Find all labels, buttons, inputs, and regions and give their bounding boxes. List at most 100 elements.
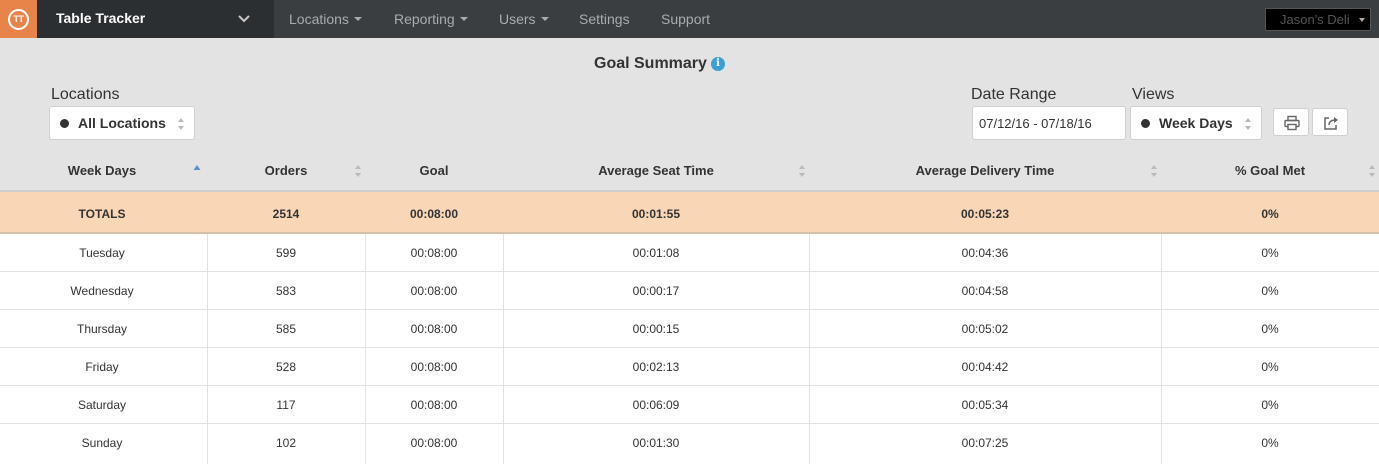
cell-avg-seat-time: 00:06:09	[632, 398, 680, 412]
column-header-orders[interactable]: Orders	[264, 163, 308, 178]
sort-ascending-icon[interactable]	[193, 164, 201, 178]
cell-avg-seat-time: 00:01:08	[632, 246, 680, 260]
nav-locations-label: Locations	[289, 11, 349, 27]
cell-goal-met: 0%	[1261, 284, 1279, 298]
cell-orders: 528	[275, 360, 297, 374]
share-icon	[1324, 117, 1338, 130]
cell-orders: 585	[275, 322, 297, 336]
views-select[interactable]: Week Days	[1130, 106, 1262, 140]
locations-value: All Locations	[78, 115, 166, 131]
cell-goal: 00:08:00	[410, 246, 458, 260]
column-divider	[809, 234, 810, 464]
sort-updown-icon[interactable]	[1368, 164, 1376, 178]
app-switcher[interactable]: Table Tracker	[37, 0, 274, 38]
table-row: Thursday 585 00:08:00 00:00:15 00:05:02 …	[0, 310, 1379, 348]
cell-avg-delivery-time: 00:07:25	[961, 436, 1009, 450]
filter-panel: Goal Summary i Locations All Locations D…	[0, 38, 1379, 192]
cell-goal-met: 0%	[1261, 436, 1279, 450]
caret-down-icon	[459, 17, 468, 22]
sort-updown-icon[interactable]	[798, 164, 806, 178]
locations-select[interactable]: All Locations	[49, 106, 195, 140]
column-divider	[365, 234, 366, 464]
cell-avg-delivery-time: 00:04:36	[961, 246, 1009, 260]
cell-goal: 00:08:00	[410, 360, 458, 374]
account-dropdown[interactable]: Jason's Deli	[1265, 8, 1371, 31]
print-button[interactable]	[1273, 108, 1309, 136]
nav-users-label: Users	[499, 11, 536, 27]
logo-icon: TT	[8, 9, 29, 30]
cell-orders: 102	[275, 436, 297, 450]
export-button[interactable]	[1312, 108, 1348, 136]
views-label: Views	[1132, 86, 1175, 103]
sort-updown-icon	[1245, 118, 1251, 130]
cell-week-day: Saturday	[77, 398, 127, 412]
date-range-value: 07/12/16 - 07/18/16	[979, 116, 1092, 131]
cell-orders: 117	[276, 398, 296, 412]
nav-users[interactable]: Users	[499, 11, 549, 27]
column-divider	[503, 234, 504, 464]
column-header-avg-delivery-time[interactable]: Average Delivery Time	[915, 163, 1055, 178]
cell-goal: 00:08:00	[410, 398, 458, 412]
info-icon[interactable]: i	[711, 57, 725, 71]
sort-updown-icon	[178, 118, 184, 130]
sort-updown-icon[interactable]	[354, 164, 362, 178]
cell-week-day: Thursday	[76, 322, 128, 336]
column-divider	[207, 234, 208, 464]
column-divider	[1161, 234, 1162, 464]
column-header-goal[interactable]: Goal	[419, 163, 449, 178]
nav-support-label: Support	[661, 11, 711, 27]
cell-goal-met: 0%	[1261, 322, 1279, 336]
column-header-avg-seat-time[interactable]: Average Seat Time	[598, 163, 714, 178]
table-row: Saturday 117 00:08:00 00:06:09 00:05:34 …	[0, 386, 1379, 424]
cell-avg-seat-time: 00:00:17	[632, 284, 680, 298]
top-nav-bar: TT Table Tracker Locations Reporting Use…	[0, 0, 1379, 38]
print-icon	[1284, 115, 1300, 131]
totals-row: TOTALS 2514 00:08:00 00:01:55 00:05:23 0…	[0, 192, 1379, 234]
cell-avg-delivery-time: 00:04:42	[961, 360, 1009, 374]
cell-week-day: Friday	[85, 360, 119, 374]
caret-down-icon	[1359, 18, 1365, 22]
logo[interactable]: TT	[0, 0, 37, 38]
cell-week-day: Sunday	[81, 436, 123, 450]
locations-label: Locations	[51, 86, 120, 103]
table-row: Friday 528 00:08:00 00:02:13 00:04:42 0%	[0, 348, 1379, 386]
nav-locations[interactable]: Locations	[289, 11, 362, 27]
cell-avg-seat-time: 00:01:30	[632, 436, 680, 450]
cell-goal: 00:08:00	[410, 322, 458, 336]
chevron-down-icon	[238, 15, 250, 23]
nav-reporting-label: Reporting	[394, 11, 455, 27]
page-title: Goal Summary	[594, 55, 707, 72]
cell-goal: 00:08:00	[410, 436, 458, 450]
views-value: Week Days	[1159, 115, 1233, 131]
table-row: Sunday 102 00:08:00 00:01:30 00:07:25 0%	[0, 424, 1379, 464]
cell-avg-delivery-time: 00:05:02	[961, 322, 1009, 336]
account-label: Jason's Deli	[1280, 12, 1350, 27]
cell-orders: 583	[275, 284, 297, 298]
date-range-input[interactable]: 07/12/16 - 07/18/16	[972, 106, 1126, 140]
totals-orders: 2514	[272, 207, 300, 221]
column-header-goal-met[interactable]: % Goal Met	[1234, 163, 1306, 178]
caret-down-icon	[540, 17, 549, 22]
cell-avg-seat-time: 00:00:15	[632, 322, 680, 336]
nav-reporting[interactable]: Reporting	[394, 11, 468, 27]
table-row: Tuesday 599 00:08:00 00:01:08 00:04:36 0…	[0, 234, 1379, 272]
nav-settings-label: Settings	[579, 11, 630, 27]
caret-down-icon	[353, 17, 362, 22]
bullet-icon	[1141, 119, 1150, 128]
table-row: Wednesday 583 00:08:00 00:00:17 00:04:58…	[0, 272, 1379, 310]
cell-orders: 599	[275, 246, 297, 260]
cell-goal-met: 0%	[1261, 398, 1279, 412]
sort-updown-icon[interactable]	[1150, 164, 1158, 178]
bullet-icon	[60, 119, 69, 128]
date-range-label: Date Range	[971, 86, 1057, 103]
nav-support[interactable]: Support	[661, 11, 710, 27]
app-title: Table Tracker	[56, 10, 146, 26]
totals-goal: 00:08:00	[409, 207, 459, 221]
nav-settings[interactable]: Settings	[579, 11, 630, 27]
totals-label: TOTALS	[78, 207, 126, 221]
cell-avg-delivery-time: 00:04:58	[961, 284, 1009, 298]
column-header-week-days[interactable]: Week Days	[67, 163, 137, 178]
totals-avg-seat-time: 00:01:55	[631, 207, 681, 221]
cell-week-day: Tuesday	[79, 246, 125, 260]
cell-week-day: Wednesday	[70, 284, 134, 298]
